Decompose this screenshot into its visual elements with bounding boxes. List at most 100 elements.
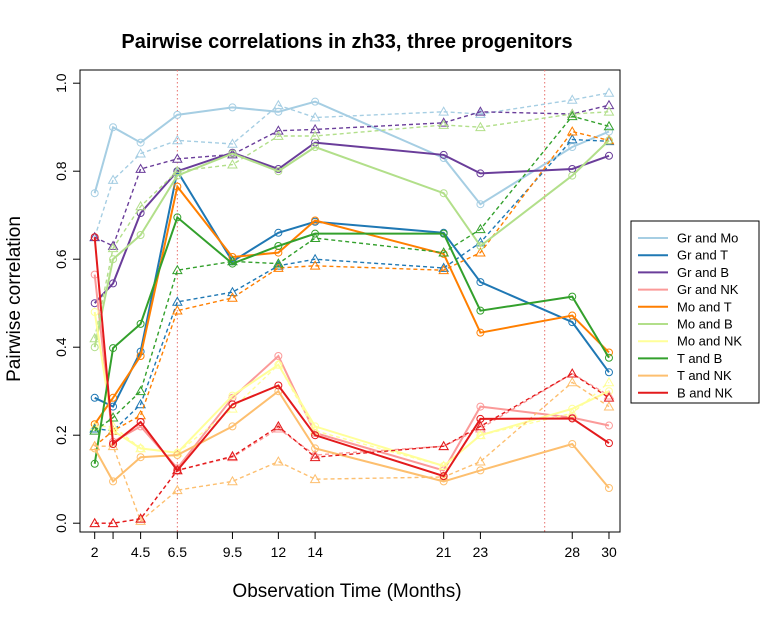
triangle-point-t-and-b-5 (273, 258, 284, 268)
triangle-point-gr-and-mo-9 (566, 94, 578, 104)
legend-label-mo-and-t: Mo and T (677, 299, 732, 314)
x-tick-label-5: 12 (271, 544, 287, 560)
series-mo-and-nk (89, 308, 615, 470)
solid-line-b-and-nk (93, 237, 610, 478)
triangle-point-gr-and-b-10 (603, 99, 615, 110)
y-tick-label-1: 0.2 (53, 425, 69, 445)
triangle-point-gr-and-mo-4 (227, 138, 238, 148)
triangle-point-mo-and-t-7 (438, 264, 450, 275)
triangle-point-t-and-b-10 (603, 120, 615, 131)
y-axis-label: Pairwise correlation (4, 216, 25, 382)
series-gr-and-nk (89, 270, 615, 528)
triangle-point-t-and-nk-1 (107, 440, 119, 451)
triangle-point-mo-and-b-10 (603, 106, 615, 116)
triangle-point-gr-and-b-5 (273, 125, 284, 135)
triangle-point-mo-and-t-4 (227, 292, 238, 302)
dashed-line-t-and-b (94, 115, 610, 432)
triangle-point-mo-and-nk-10 (603, 376, 615, 387)
x-tick-label-4: 9.5 (223, 544, 243, 560)
circle-point-gr-and-t-5 (274, 228, 283, 237)
circle-point-b-and-nk-3 (173, 466, 182, 475)
dashed-line-gr-and-mo (94, 92, 610, 238)
dashed-line-gr-and-t (94, 138, 610, 432)
circle-point-mo-and-b-2 (136, 231, 145, 239)
triangle-point-gr-and-nk-10 (603, 390, 615, 400)
dashed-line-mo-and-b (94, 111, 610, 339)
circle-point-gr-and-nk-8 (476, 402, 485, 411)
x-tick-label-3: 6.5 (168, 544, 188, 560)
legend-label-mo-and-b: Mo and B (677, 317, 733, 332)
circle-point-t-and-b-0 (90, 459, 99, 468)
y-tick-label-4: 0.8 (53, 161, 69, 181)
triangle-point-gr-and-mo-1 (107, 174, 119, 184)
x-tick-label-9: 28 (564, 544, 580, 560)
triangle-point-gr-and-b-7 (438, 117, 450, 127)
circle-point-mo-and-b-4 (228, 149, 237, 158)
triangle-point-gr-and-nk-5 (273, 423, 284, 433)
triangle-point-gr-and-mo-8 (475, 108, 486, 118)
triangle-point-mo-and-t-6 (309, 260, 321, 270)
circle-point-mo-and-b-3 (173, 171, 182, 180)
x-tick-label-6: 14 (307, 544, 323, 560)
circle-point-gr-and-b-1 (109, 279, 118, 288)
circle-point-mo-and-nk-7 (439, 462, 448, 470)
circle-point-gr-and-mo-1 (109, 123, 118, 132)
triangle-point-b-and-nk-9 (566, 368, 578, 378)
circle-point-mo-and-b-8 (476, 242, 485, 250)
circle-point-b-and-nk-5 (274, 381, 283, 390)
circle-point-b-and-nk-2 (136, 418, 145, 426)
circle-point-t-and-nk-8 (476, 466, 485, 475)
legend-label-mo-and-nk: Mo and NK (677, 334, 742, 349)
triangle-point-gr-and-t-5 (273, 260, 284, 270)
circle-point-t-and-nk-7 (439, 477, 448, 486)
solid-line-gr-and-b (93, 141, 610, 304)
circle-point-b-and-nk-8 (476, 414, 485, 423)
triangle-point-gr-and-t-2 (135, 398, 146, 409)
legend-label-gr-and-t: Gr and T (677, 248, 728, 263)
solid-line-mo-and-b (93, 139, 610, 348)
circle-point-mo-and-t-6 (311, 216, 320, 225)
series-b-and-nk (89, 233, 615, 528)
triangle-point-b-and-nk-6 (309, 451, 321, 462)
solid-line-gr-and-nk (93, 274, 610, 472)
legend-label-gr-and-nk: Gr and NK (677, 282, 739, 297)
series-mo-and-t (89, 126, 615, 451)
dashed-line-t-and-nk (94, 381, 610, 523)
triangle-point-gr-and-t-0 (89, 423, 101, 433)
circle-point-t-and-nk-1 (109, 477, 118, 486)
circle-point-mo-and-nk-2 (136, 444, 145, 453)
triangle-point-gr-and-t-4 (227, 286, 238, 297)
circle-point-mo-and-b-9 (568, 171, 577, 180)
triangle-point-t-and-nk-10 (603, 401, 615, 411)
triangle-point-mo-and-b-2 (135, 200, 146, 211)
circle-point-t-and-nk-0 (90, 444, 99, 453)
circle-point-t-and-b-8 (476, 306, 485, 315)
triangle-point-mo-and-t-3 (171, 305, 183, 315)
series-t-and-b (89, 110, 615, 468)
triangle-point-t-and-nk-4 (227, 475, 238, 486)
circle-point-gr-and-b-10 (604, 151, 613, 160)
triangle-point-gr-and-b-1 (107, 240, 119, 250)
circle-point-gr-and-b-8 (476, 169, 485, 178)
circle-point-mo-and-t-0 (90, 420, 99, 429)
circle-point-t-and-nk-9 (568, 440, 577, 448)
circle-point-t-and-nk-10 (604, 484, 613, 492)
x-tick-label-0: 2 (91, 544, 99, 560)
triangle-point-mo-and-b-8 (475, 121, 486, 132)
triangle-point-t-and-nk-8 (475, 456, 486, 466)
x-tick-label-8: 23 (473, 544, 489, 560)
circle-point-gr-and-mo-2 (136, 138, 145, 147)
circle-point-gr-and-mo-8 (476, 200, 485, 209)
triangle-point-t-and-b-7 (438, 247, 450, 257)
triangle-point-mo-and-b-6 (309, 130, 321, 140)
triangle-point-mo-and-t-8 (475, 247, 486, 257)
circle-point-t-and-b-4 (228, 259, 237, 268)
solid-line-gr-and-mo (93, 100, 610, 206)
circle-point-mo-and-b-6 (311, 143, 320, 151)
circle-point-mo-and-t-8 (476, 328, 485, 337)
triangle-point-gr-and-nk-6 (309, 449, 321, 459)
triangle-point-t-and-nk-5 (273, 456, 284, 466)
circle-point-mo-and-b-5 (274, 167, 283, 176)
circle-point-b-and-nk-0 (90, 233, 99, 242)
x-axis-label: Observation Time (Months) (232, 581, 461, 602)
